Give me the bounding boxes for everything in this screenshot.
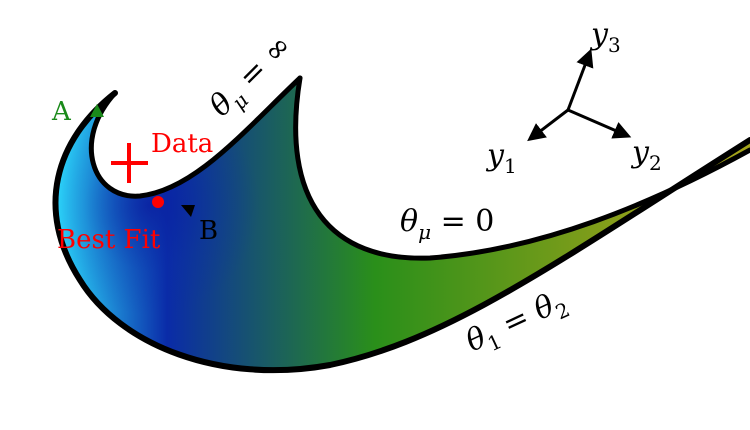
point-a-marker xyxy=(90,104,104,117)
axis-y3-label: y3 xyxy=(589,17,621,57)
point-b-marker xyxy=(181,205,195,217)
theta-mu-zero-label: θμ = 0 xyxy=(400,204,494,244)
point-b-label: B xyxy=(199,216,218,246)
manifold-shading xyxy=(55,78,750,371)
coordinate-axes: y3 y1 y2 xyxy=(485,17,662,178)
axis-y1-label: y1 xyxy=(485,138,517,178)
equals-zero: = 0 xyxy=(431,204,494,239)
theta-symbol: θ xyxy=(400,204,418,239)
edge-theta-mu-infinity xyxy=(88,75,303,199)
best-fit-point xyxy=(152,196,164,208)
data-cross-marker xyxy=(111,143,148,183)
mu-subscript: μ xyxy=(418,220,431,244)
best-fit-label: Best Fit xyxy=(57,225,161,255)
edge-theta-mu-zero xyxy=(293,75,750,261)
axis-y2-label: y2 xyxy=(630,135,662,175)
axis-y3-arrow xyxy=(566,48,594,111)
axis-y1-arrow xyxy=(527,108,569,142)
edge-theta1-eq-theta2 xyxy=(52,90,750,374)
data-label: Data xyxy=(151,129,213,159)
axis-y2-arrow xyxy=(567,108,632,139)
point-a-label: A xyxy=(51,97,72,127)
